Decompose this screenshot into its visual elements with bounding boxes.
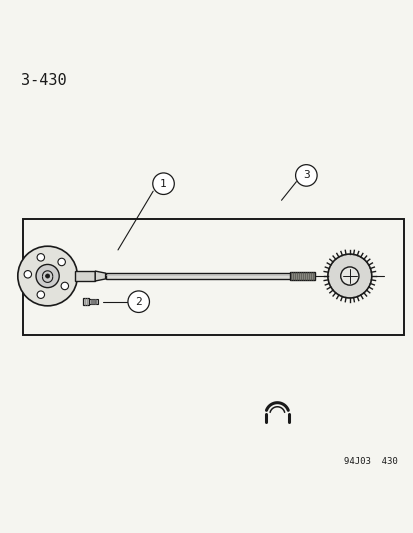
Text: 3: 3 bbox=[302, 171, 309, 180]
Bar bbox=[75, 271, 95, 281]
Circle shape bbox=[37, 254, 45, 261]
Circle shape bbox=[18, 246, 77, 306]
Text: 3-430: 3-430 bbox=[21, 72, 66, 88]
Circle shape bbox=[327, 254, 371, 298]
Circle shape bbox=[152, 173, 174, 195]
Bar bbox=[105, 273, 297, 279]
Bar bbox=[89, 299, 97, 304]
Circle shape bbox=[295, 165, 316, 186]
Circle shape bbox=[36, 264, 59, 288]
Text: 2: 2 bbox=[135, 297, 142, 306]
Polygon shape bbox=[95, 271, 105, 281]
Circle shape bbox=[58, 259, 65, 265]
Circle shape bbox=[340, 267, 358, 285]
Circle shape bbox=[45, 274, 50, 278]
Bar bbox=[23, 219, 403, 335]
Text: 1: 1 bbox=[160, 179, 166, 189]
Text: 94J03  430: 94J03 430 bbox=[343, 457, 396, 466]
Bar bbox=[83, 298, 89, 305]
Circle shape bbox=[128, 291, 149, 312]
Circle shape bbox=[61, 282, 69, 289]
Bar bbox=[289, 272, 314, 280]
Circle shape bbox=[24, 271, 31, 278]
Circle shape bbox=[37, 291, 45, 298]
